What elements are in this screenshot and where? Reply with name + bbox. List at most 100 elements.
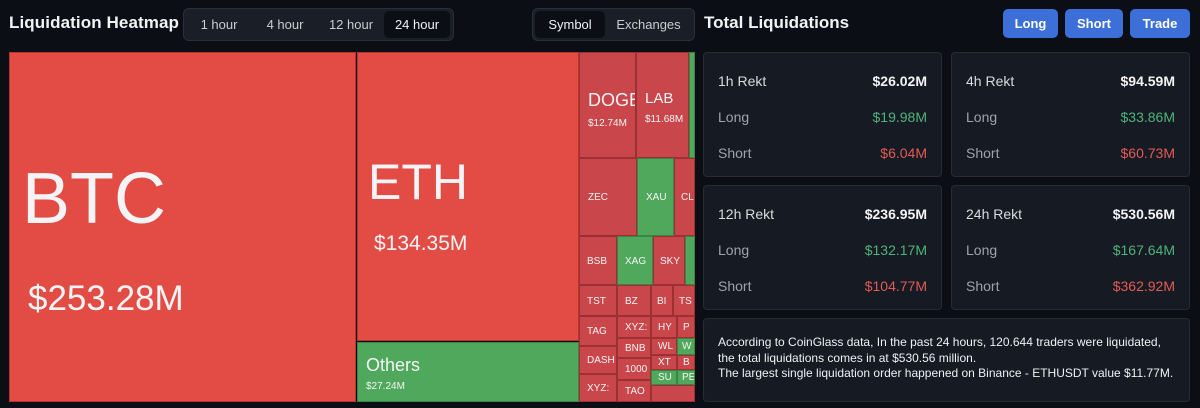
tile-bsb[interactable]: BSB: [579, 236, 617, 285]
tab-12-hour[interactable]: 12 hour: [328, 17, 374, 32]
tile-symbol: W: [682, 341, 692, 352]
tile-p[interactable]: P: [677, 316, 695, 338]
card-total-row: 1h Rekt $26.02M: [718, 73, 927, 89]
tile-tag[interactable]: TAG: [579, 316, 617, 346]
tab-symbol[interactable]: Symbol: [535, 11, 605, 38]
card-total-row: 4h Rekt $94.59M: [966, 73, 1175, 89]
card-label: 1h Rekt: [718, 73, 767, 89]
card-1h-rekt: 1h Rekt $26.02M Long $19.98M Short $6.04M: [703, 52, 942, 177]
long-value: $33.86M: [1120, 109, 1175, 125]
long-label: Long: [718, 109, 750, 125]
tile-ts[interactable]: TS: [673, 285, 695, 316]
tile-bi[interactable]: BI: [651, 285, 673, 316]
tile-dash[interactable]: DASH: [579, 346, 617, 374]
card-short-row: Short $104.77M: [718, 278, 927, 294]
tab-exchanges[interactable]: Exchanges: [616, 17, 681, 32]
short-button[interactable]: Short: [1065, 9, 1123, 38]
tile-symbol: CL: [681, 192, 694, 203]
tile-symbol: XYZ:: [587, 383, 610, 394]
tile-symbol: XAG: [625, 256, 647, 267]
tile-lab[interactable]: LAB $11.68M: [636, 52, 689, 158]
tile-bnb[interactable]: BNB: [617, 338, 651, 358]
tile-bz[interactable]: BZ: [617, 285, 651, 316]
tile-symbol: BNB: [625, 343, 646, 354]
tile-small[interactable]: [651, 385, 695, 402]
long-label: Long: [966, 242, 998, 258]
card-long-row: Long $19.98M: [718, 109, 927, 125]
tile-b[interactable]: B: [677, 355, 695, 370]
tile-sky[interactable]: SKY: [653, 236, 685, 285]
tile-others[interactable]: Others $27.24M: [357, 342, 579, 402]
card-total-row: 24h Rekt $530.56M: [966, 206, 1175, 222]
tile-doge[interactable]: DOGE $12.74M: [579, 52, 636, 158]
tile-symbol: HY: [658, 322, 672, 333]
tile-value: $11.68M: [645, 114, 684, 125]
short-label: Short: [718, 145, 752, 161]
tile-tst[interactable]: TST: [579, 285, 617, 316]
tile-small[interactable]: [689, 52, 695, 158]
short-value: $362.92M: [1112, 278, 1175, 294]
card-12h-rekt: 12h Rekt $236.95M Long $132.17M Short $104.…: [703, 185, 942, 310]
tile-symbol: TS: [679, 296, 692, 307]
card-short-row: Short $362.92M: [966, 278, 1175, 294]
tile-w[interactable]: W: [677, 338, 695, 355]
tile-symbol: LAB: [645, 90, 674, 107]
tile-value: $27.24M: [366, 381, 405, 392]
card-long-row: Long $167.64M: [966, 242, 1175, 258]
tile-hy[interactable]: HY: [651, 316, 677, 338]
tile-btc[interactable]: BTC $253.28M: [9, 52, 356, 402]
tile-cl[interactable]: CL: [674, 158, 695, 236]
tile-su[interactable]: SU: [651, 370, 677, 385]
card-long-row: Long $33.86M: [966, 109, 1175, 125]
short-label: Short: [966, 278, 1000, 294]
summary-line: The largest single liquidation order hap…: [718, 366, 1174, 380]
long-button[interactable]: Long: [1003, 9, 1058, 38]
tile-1000[interactable]: 1000: [617, 358, 651, 380]
short-label: Short: [966, 145, 1000, 161]
long-value: $167.64M: [1112, 242, 1175, 258]
tile-value: $253.28M: [28, 279, 184, 318]
time-range-selector: 1 hour 4 hour 12 hour 24 hour: [183, 8, 454, 41]
short-value: $104.77M: [864, 278, 927, 294]
tile-wl[interactable]: WL: [651, 338, 677, 355]
tile-symbol: TST: [587, 296, 606, 307]
tile-small[interactable]: [685, 236, 695, 285]
tab-4-hour[interactable]: 4 hour: [266, 17, 304, 32]
card-short-row: Short $60.73M: [966, 145, 1175, 161]
tile-eth[interactable]: ETH $134.35M: [357, 52, 579, 341]
tile-xag[interactable]: XAG: [617, 236, 653, 285]
tile-symbol: PE: [682, 372, 695, 383]
tile-symbol: BSB: [587, 256, 608, 267]
tile-symbol: B: [683, 357, 690, 368]
long-value: $132.17M: [864, 242, 927, 258]
short-label: Short: [718, 278, 752, 294]
long-label: Long: [718, 242, 750, 258]
card-label: 4h Rekt: [966, 73, 1015, 89]
liquidation-treemap: BTC $253.28M ETH $134.35M Others $27.24M…: [9, 52, 695, 402]
tile-xyz-1[interactable]: XYZ:: [617, 316, 651, 338]
tab-24-hour[interactable]: 24 hour: [384, 11, 450, 38]
short-value: $60.73M: [1120, 145, 1175, 161]
tile-symbol: SU: [658, 372, 672, 383]
trade-button[interactable]: Trade: [1130, 9, 1190, 38]
tile-symbol: BZ: [625, 296, 638, 307]
tile-symbol: ZEC: [588, 192, 608, 203]
tile-zec[interactable]: ZEC: [579, 158, 637, 236]
card-total-value: $26.02M: [872, 73, 927, 89]
card-label: 24h Rekt: [966, 206, 1023, 222]
tile-xyz-2[interactable]: XYZ:: [579, 374, 617, 402]
summary-line: According to CoinGlass data, In the past…: [718, 335, 1161, 365]
tile-symbol: XT: [658, 357, 671, 368]
long-value: $19.98M: [872, 109, 927, 125]
tile-symbol: BTC: [22, 159, 166, 239]
long-label: Long: [966, 109, 998, 125]
tile-symbol: XAU: [646, 192, 667, 203]
tile-value: $134.35M: [374, 232, 468, 255]
tile-tao[interactable]: TAO: [617, 380, 651, 402]
tile-xt[interactable]: XT: [651, 355, 677, 370]
tile-xau[interactable]: XAU: [637, 158, 674, 236]
tile-pe[interactable]: PE: [677, 370, 695, 385]
tab-1-hour[interactable]: 1 hour: [200, 17, 238, 32]
tile-symbol: 1000: [625, 364, 648, 375]
tile-symbol: XYZ:: [625, 322, 648, 333]
